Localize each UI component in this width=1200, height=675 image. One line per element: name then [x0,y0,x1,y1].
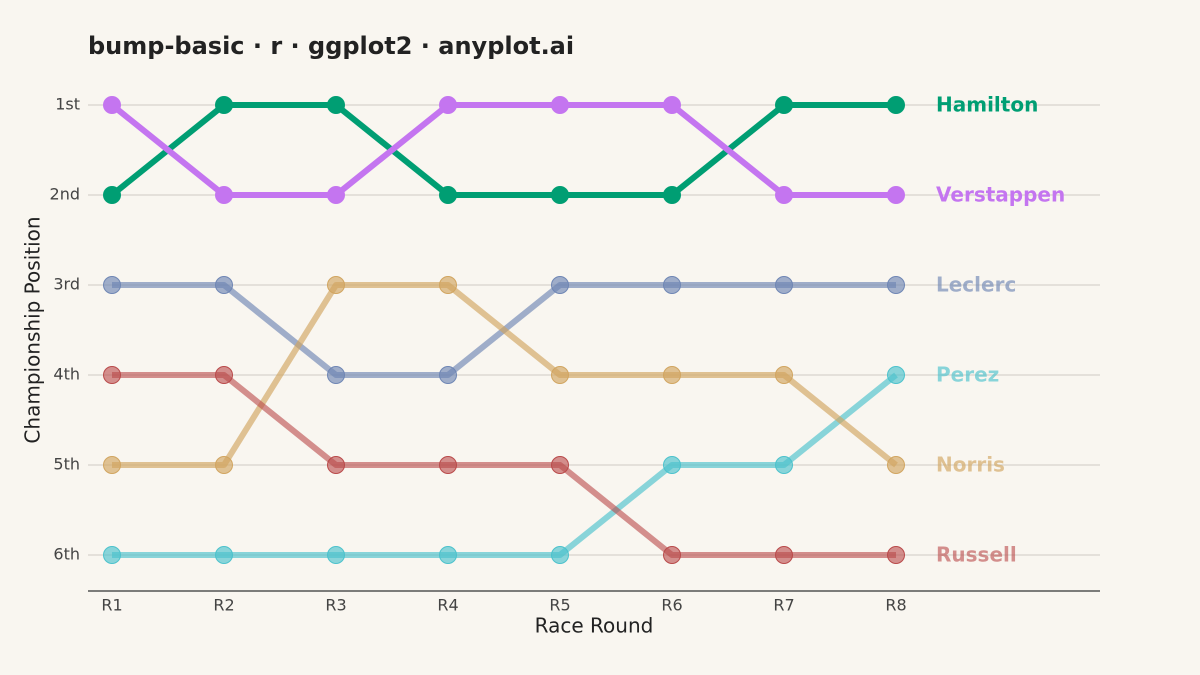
point [327,456,345,474]
y-tick-label: 2nd [50,185,80,204]
series-line [112,372,896,558]
x-tick-label: R4 [437,596,458,615]
point [215,96,233,114]
x-tick-label: R8 [885,596,906,615]
y-tick-label: 6th [53,545,80,564]
point [663,366,681,384]
series-label: Russell [936,543,1017,567]
point [551,366,569,384]
x-tick-label: R5 [549,596,570,615]
point [775,276,793,294]
point [775,96,793,114]
point [103,276,121,294]
point [327,186,345,204]
point [103,546,121,564]
y-tick-label: 1st [55,95,80,114]
series-line [112,372,898,558]
point [887,456,905,474]
y-tick-label: 4th [53,365,80,384]
point [551,456,569,474]
point [439,456,457,474]
point [775,366,793,384]
point [215,456,233,474]
series-label: Verstappen [936,183,1065,207]
point [327,366,345,384]
series-label: Perez [936,363,999,387]
point [887,96,905,114]
y-tick-label: 5th [53,455,80,474]
x-tick-label: R2 [213,596,234,615]
point [887,276,905,294]
point [103,366,121,384]
series-line [112,282,898,468]
point [215,366,233,384]
point [663,456,681,474]
point [887,186,905,204]
series-label: Leclerc [936,273,1016,297]
point [215,546,233,564]
y-tick-label: 3rd [53,275,80,294]
point [215,186,233,204]
x-axis-title: Race Round [535,614,654,638]
point [103,96,121,114]
series-line [110,102,896,198]
point [327,276,345,294]
point [215,276,233,294]
chart-title: bump-basic · r · ggplot2 · anyplot.ai [88,32,574,60]
point [439,546,457,564]
point [887,366,905,384]
point [663,96,681,114]
point [439,96,457,114]
point [775,456,793,474]
point [327,96,345,114]
point [439,276,457,294]
x-tick-label: R6 [661,596,682,615]
point [775,546,793,564]
point [551,186,569,204]
series-label: Norris [936,453,1005,477]
point [887,546,905,564]
x-tick-label: R1 [101,596,122,615]
series-label: Hamilton [936,93,1038,117]
x-tick-label: R3 [325,596,346,615]
series-line [110,102,896,198]
x-tick-label: R7 [773,596,794,615]
point [775,186,793,204]
point [663,276,681,294]
point [439,186,457,204]
y-axis-title: Championship Position [21,216,45,443]
point [327,546,345,564]
point [551,96,569,114]
point [663,186,681,204]
point [103,456,121,474]
point [103,186,121,204]
point [551,276,569,294]
point [551,546,569,564]
point [663,546,681,564]
point [439,366,457,384]
